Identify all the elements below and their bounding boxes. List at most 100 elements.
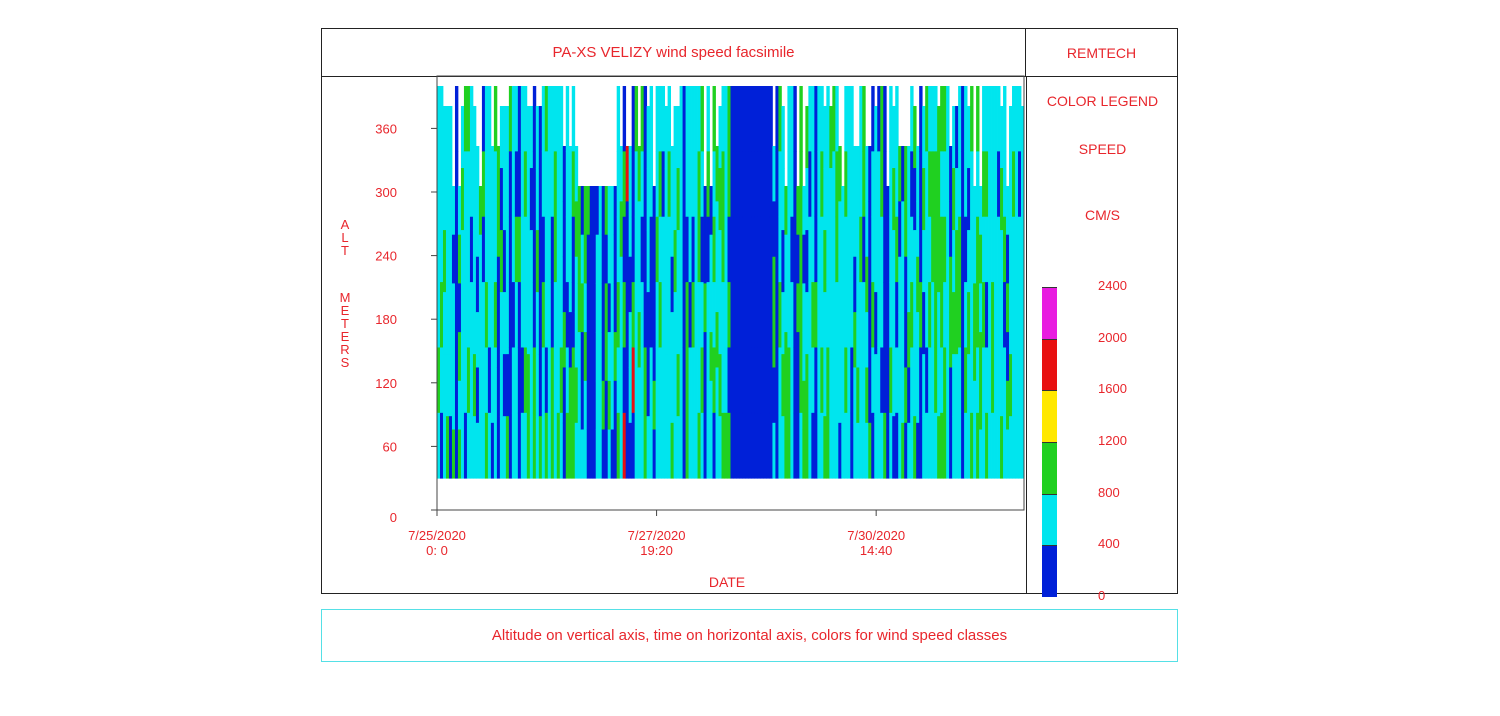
heat-cell bbox=[460, 106, 465, 169]
heat-cell bbox=[979, 283, 983, 333]
heat-cell bbox=[616, 151, 621, 218]
heat-cell bbox=[625, 146, 630, 202]
heat-cell bbox=[703, 429, 707, 479]
heat-cell bbox=[952, 292, 956, 355]
heat-cell bbox=[937, 354, 941, 417]
heat-cell bbox=[721, 347, 725, 414]
heat-cell bbox=[979, 380, 983, 430]
heat-cell bbox=[577, 429, 582, 479]
x-tick-time: 14:40 bbox=[860, 543, 893, 558]
heat-cell bbox=[631, 347, 636, 414]
heat-cell bbox=[931, 282, 935, 348]
heat-cell bbox=[946, 282, 950, 348]
heat-cell bbox=[484, 216, 489, 283]
heat-cell bbox=[586, 332, 591, 382]
heat-cell bbox=[562, 422, 567, 479]
heat-cell bbox=[847, 347, 851, 414]
legend-swatch bbox=[1042, 390, 1057, 442]
heat-cell bbox=[583, 283, 588, 333]
heat-cell bbox=[865, 146, 869, 202]
y-tick-label: 180 bbox=[375, 312, 397, 327]
heat-cell bbox=[973, 186, 977, 236]
heat-cell bbox=[952, 168, 956, 231]
heat-cell bbox=[1012, 86, 1016, 152]
x-tick-time: 0: 0 bbox=[426, 543, 448, 558]
heat-cell bbox=[754, 151, 758, 218]
heat-cell bbox=[955, 354, 959, 417]
heat-cell bbox=[868, 256, 872, 313]
heat-cell bbox=[592, 429, 597, 479]
heat-cell bbox=[691, 282, 695, 348]
heat-cell bbox=[862, 412, 866, 479]
heat-cell bbox=[976, 216, 980, 283]
heat-cell bbox=[646, 416, 651, 479]
heat-cell bbox=[934, 347, 938, 414]
heat-cell bbox=[826, 151, 830, 218]
heat-cell bbox=[496, 422, 501, 479]
heat-cell bbox=[889, 86, 893, 152]
heat-cell bbox=[559, 347, 564, 414]
heat-cell bbox=[943, 151, 947, 218]
heat-cell bbox=[493, 347, 498, 414]
heat-cell bbox=[649, 282, 654, 348]
heat-cell bbox=[616, 282, 621, 348]
heat-cell bbox=[994, 282, 998, 348]
heat-cell bbox=[502, 354, 507, 417]
heat-cell bbox=[973, 429, 977, 479]
heat-cell bbox=[502, 106, 507, 169]
heat-cell bbox=[784, 186, 788, 236]
heat-cell bbox=[997, 412, 1001, 479]
heat-cell bbox=[1006, 186, 1010, 236]
heat-cell bbox=[925, 412, 929, 479]
heat-cell bbox=[457, 283, 462, 333]
heat-cell bbox=[802, 332, 806, 382]
heat-cell bbox=[466, 347, 471, 414]
heat-cell bbox=[865, 201, 869, 258]
heat-cell bbox=[985, 347, 989, 414]
heat-cell bbox=[1018, 347, 1022, 414]
heat-cell bbox=[799, 412, 803, 479]
heat-cell bbox=[700, 151, 704, 218]
heat-cell bbox=[541, 412, 546, 479]
legend-threshold-label: 1600 bbox=[1098, 381, 1127, 397]
heat-cell bbox=[736, 86, 740, 152]
heat-cell bbox=[643, 86, 648, 152]
heat-cell bbox=[454, 412, 459, 479]
heat-cell bbox=[658, 412, 663, 479]
heat-cell bbox=[994, 347, 998, 414]
heat-cell bbox=[877, 86, 881, 152]
heat-cell bbox=[529, 292, 534, 355]
heat-cell bbox=[868, 312, 872, 368]
heat-cell bbox=[685, 216, 689, 283]
heat-cell bbox=[541, 216, 546, 283]
heat-cell bbox=[832, 86, 836, 152]
heat-cell bbox=[892, 354, 896, 417]
heat-cell bbox=[748, 412, 752, 479]
heat-cell bbox=[559, 216, 564, 283]
heat-cell bbox=[673, 168, 677, 231]
heat-cell bbox=[538, 106, 543, 169]
heat-cell bbox=[658, 86, 663, 152]
heat-cell bbox=[643, 151, 648, 218]
heat-cell bbox=[862, 216, 866, 283]
heat-cell bbox=[886, 429, 890, 479]
heat-cell bbox=[640, 216, 645, 283]
heat-cell bbox=[544, 216, 549, 283]
heat-cell bbox=[781, 168, 785, 231]
heat-cell bbox=[871, 282, 875, 348]
heat-cell bbox=[667, 282, 671, 348]
heat-cell bbox=[1000, 292, 1004, 355]
heat-cell bbox=[442, 416, 447, 479]
heat-cell bbox=[625, 312, 630, 368]
heat-cell bbox=[595, 380, 600, 430]
heat-cell bbox=[487, 347, 492, 414]
heat-cell bbox=[805, 416, 809, 479]
heat-cell bbox=[796, 283, 800, 333]
heat-cell bbox=[628, 201, 633, 258]
heat-cell bbox=[469, 347, 474, 414]
heat-cell bbox=[502, 230, 507, 293]
heat-cell bbox=[640, 282, 645, 348]
heat-cell bbox=[565, 216, 570, 283]
heat-cell bbox=[673, 416, 677, 479]
heat-cell bbox=[916, 422, 920, 479]
